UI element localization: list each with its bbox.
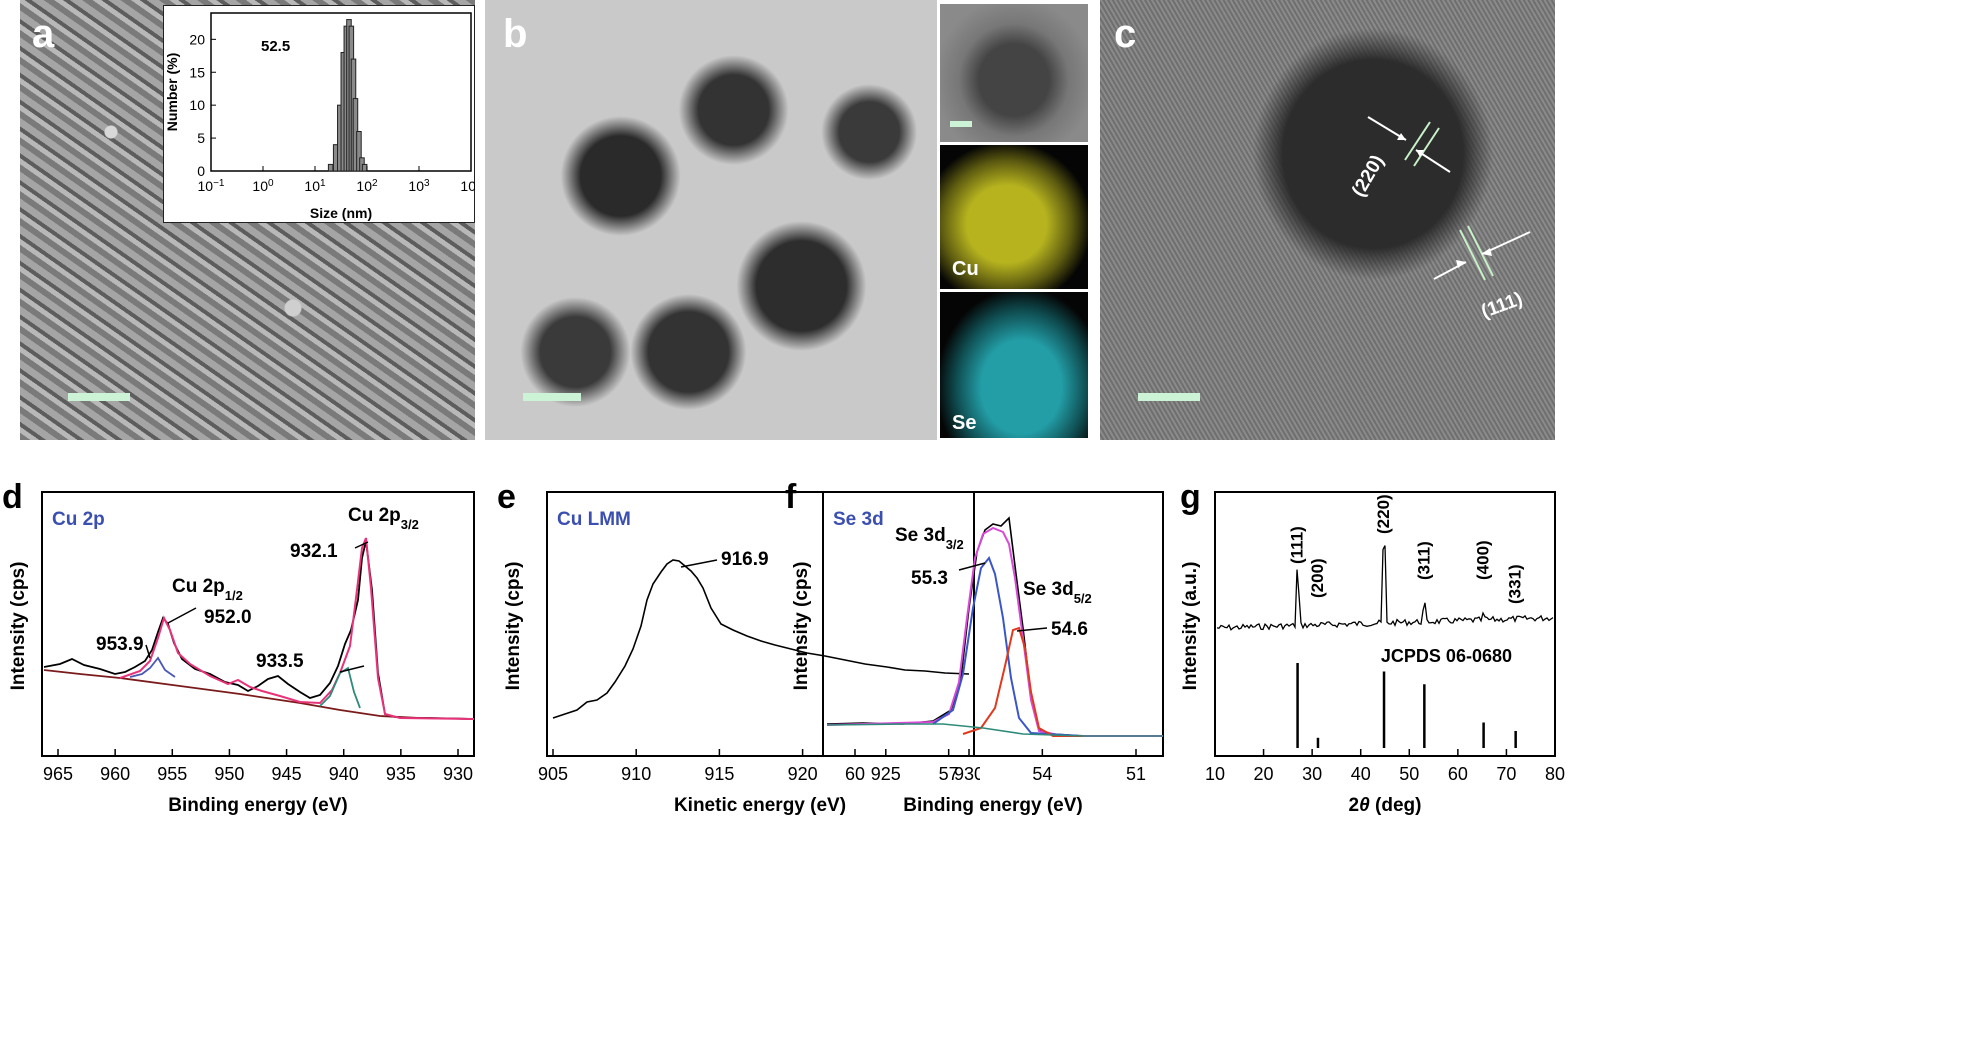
peak-index-label: (200)	[1308, 558, 1327, 598]
chart-title: Cu LMM	[557, 509, 631, 530]
lmm-spectrum	[552, 559, 970, 719]
peak-index-label: (400)	[1474, 540, 1493, 580]
x-axis-label: 2θ (deg)	[1349, 795, 1422, 816]
histogram-bar	[356, 131, 362, 172]
inset-ylabel: Number (%)	[164, 53, 180, 132]
x-tick-label: 20	[1254, 764, 1274, 784]
x-tick-label: 930	[443, 764, 473, 784]
panel-g: g (111) (200) (220) (311) (400) (331) JCPDS 0…	[1170, 478, 1565, 818]
peak-value-label: 932.1	[290, 541, 338, 562]
x-tick-label: 930	[954, 764, 980, 784]
peak-index-label: (220)	[1374, 494, 1393, 534]
label-cu2p12: Cu 2p1/2	[172, 576, 243, 603]
tem-image	[485, 0, 937, 440]
panel-letter-d: d	[2, 478, 23, 516]
y-tick-label: 0	[197, 163, 205, 179]
envelope-curve	[43, 540, 475, 720]
x-axis-label: Binding energy (eV)	[903, 795, 1082, 816]
inset-value: 52.5	[261, 38, 290, 55]
panel-c: c (220) (111)	[1100, 0, 1555, 440]
peak-value-label: 953.9	[96, 634, 144, 655]
x-tick-label: 70	[1496, 764, 1516, 784]
peak-index-label: (331)	[1506, 564, 1525, 604]
x-tick-label: 915	[704, 764, 734, 784]
x-tick-label: 60	[1448, 764, 1468, 784]
panel-letter-a: a	[32, 12, 55, 56]
panel-letter-b: b	[503, 12, 528, 56]
x-axis-label: Kinetic energy (eV)	[674, 795, 846, 816]
y-tick-label: 5	[197, 130, 205, 146]
histogram-bar	[327, 163, 334, 172]
x-axis-label: Binding energy (eV)	[168, 795, 347, 816]
peak-index-label: (111)	[1288, 526, 1307, 564]
panel-letter-c: c	[1114, 12, 1137, 56]
scale-bar	[1138, 393, 1200, 401]
panel-d: d Cu 2p Cu 2p3/2 Cu 2p1/2 953.9 952.0 933.…	[0, 478, 480, 818]
panel-b: b Cu Se	[485, 0, 1090, 440]
peak-value-label: 933.5	[256, 651, 304, 672]
cu-map-label: Cu	[952, 258, 979, 280]
x-tick-label: 80	[1545, 764, 1565, 784]
panel-letter-g: g	[1180, 478, 1201, 516]
x-tick-label: 955	[157, 764, 187, 784]
scale-bar	[523, 393, 581, 401]
label-se3d32: Se 3d3/2	[895, 525, 964, 552]
x-tick-label: 960	[100, 764, 130, 784]
panel-letter-f: f	[785, 478, 797, 516]
chart-title: Cu 2p	[52, 509, 105, 530]
x-tick-label: 925	[871, 764, 901, 784]
xrd-pattern	[1216, 545, 1554, 631]
chart-title: Se 3d	[833, 509, 884, 530]
y-axis-label: Intensity (a.u.)	[1180, 562, 1201, 691]
y-axis-label: Intensity (cps)	[791, 562, 812, 691]
x-tick-label: 920	[788, 764, 818, 784]
se-map-label: Se	[952, 412, 977, 434]
y-tick-label: 20	[189, 31, 205, 47]
x-tick-label: 57	[939, 764, 959, 784]
x-tick-label: 30	[1302, 764, 1322, 784]
peak-index-label: (311)	[1414, 541, 1433, 580]
lattice-annotations: (220) (111)	[1348, 116, 1531, 323]
scale-bar	[950, 121, 972, 127]
x-tick-label: 10	[1205, 764, 1225, 784]
hrtem-image	[1100, 0, 1555, 440]
label-se3d52: Se 3d5/2	[1023, 579, 1092, 606]
y-axis-label: Intensity (cps)	[8, 562, 29, 691]
plane-220-label: (220)	[1348, 152, 1388, 201]
x-tick-label: 40	[1351, 764, 1371, 784]
x-tick-label: 910	[621, 764, 651, 784]
x-tick-label: 54	[1032, 764, 1052, 784]
peak-value-label: 916.9	[721, 549, 769, 570]
plane-111-label: (111)	[1479, 289, 1526, 323]
histogram-bar	[361, 163, 368, 172]
x-tick-label: 945	[272, 764, 302, 784]
reference-label: JCPDS 06-0680	[1381, 646, 1512, 666]
panel-e: e Cu LMM 916.9 905 910 915 920 925 930 Kineti…	[495, 478, 980, 818]
x-tick-label: 60	[845, 764, 865, 784]
x-tick-label: 965	[43, 764, 73, 784]
y-tick-label: 10	[189, 97, 205, 113]
y-axis-label: Intensity (cps)	[503, 562, 524, 691]
x-tick-label: 950	[214, 764, 244, 784]
panel-letter-e: e	[497, 478, 516, 516]
se-map	[940, 292, 1088, 438]
cu-map	[940, 145, 1088, 289]
inset-xlabel: Size (nm)	[310, 205, 372, 221]
x-tick-label: 935	[386, 764, 416, 784]
x-tick-label: 50	[1399, 764, 1419, 784]
haadf-image	[940, 4, 1088, 142]
y-tick-label: 15	[189, 64, 205, 80]
scale-bar	[68, 393, 130, 401]
x-tick-label: 104	[460, 178, 475, 195]
peak-value-label: 54.6	[1051, 619, 1088, 640]
x-tick-label: 940	[329, 764, 359, 784]
x-tick-label: 905	[538, 764, 568, 784]
x-tick-label: 51	[1126, 764, 1146, 784]
label-cu2p32: Cu 2p3/2	[348, 505, 419, 532]
panel-f: f Se 3d Se 3d3/2 Se 3d5/2 55.3 54.6 60 57 5…	[783, 478, 1168, 818]
peak-value-label: 55.3	[911, 568, 948, 589]
peak-value-label: 952.0	[204, 607, 252, 628]
